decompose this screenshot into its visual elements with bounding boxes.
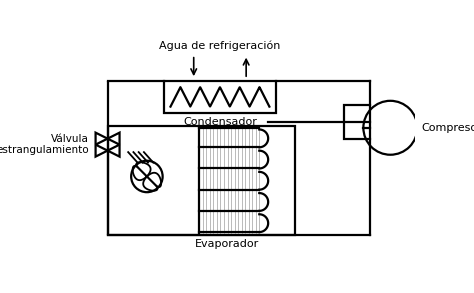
Text: Agua de refrigeración: Agua de refrigeración — [159, 40, 281, 51]
Text: Compresor: Compresor — [421, 123, 474, 133]
Bar — [108, 126, 295, 234]
Text: Condensador: Condensador — [183, 117, 257, 127]
Bar — [344, 105, 370, 139]
Bar — [164, 81, 276, 113]
Text: Evaporador: Evaporador — [195, 239, 260, 249]
Text: Válvula
estrangulamiento: Válvula estrangulamiento — [0, 134, 89, 155]
